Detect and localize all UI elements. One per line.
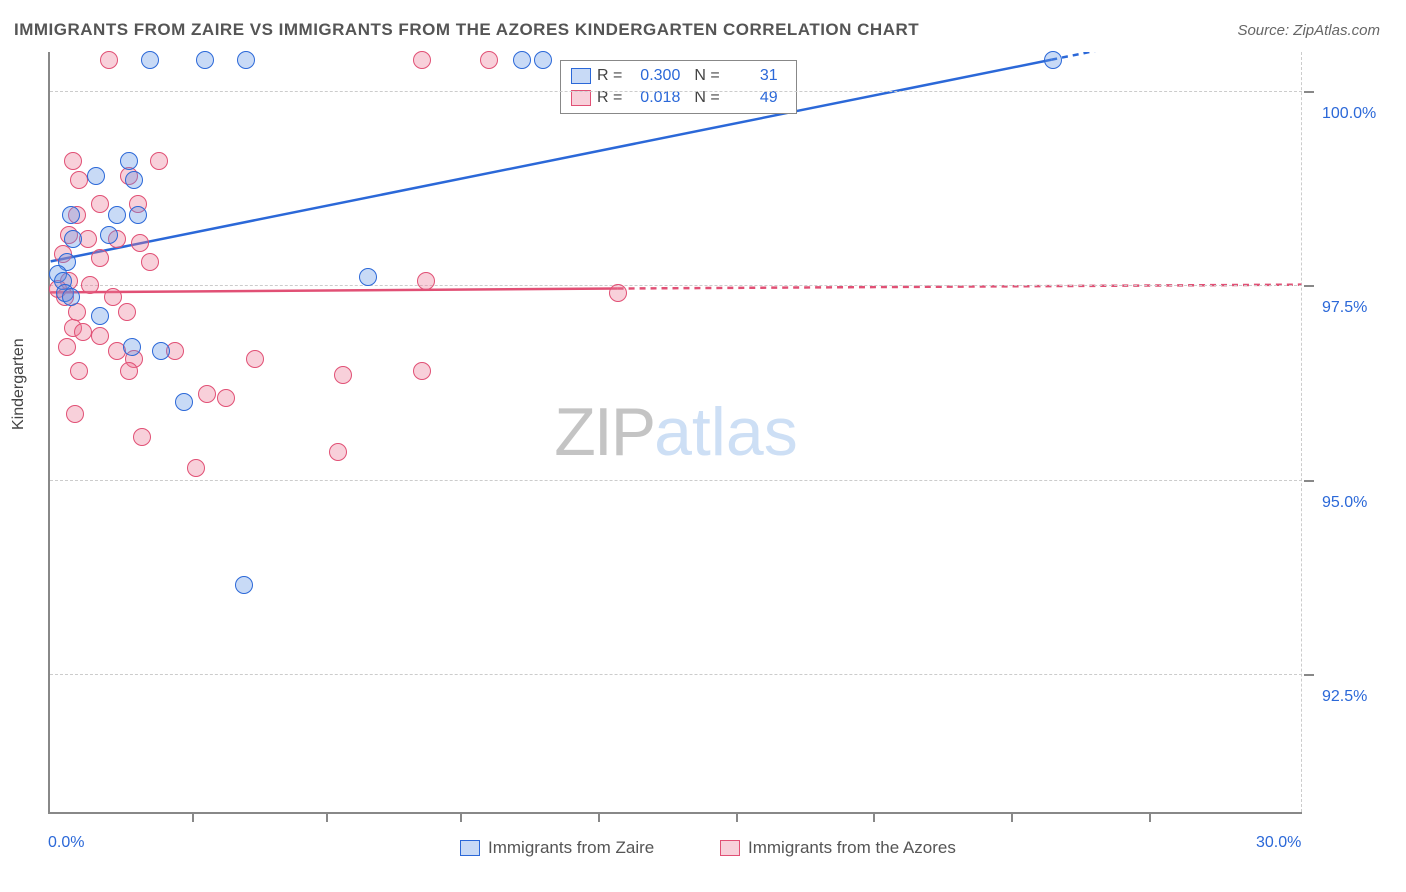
data-point-azores: [217, 389, 235, 407]
data-point-azores: [141, 253, 159, 271]
stats-row-zaire: R = 0.300 N = 31: [571, 65, 786, 87]
data-point-zaire: [175, 393, 193, 411]
data-point-zaire: [62, 288, 80, 306]
data-point-azores: [413, 51, 431, 69]
r-label: R =: [597, 67, 622, 85]
data-point-zaire: [123, 338, 141, 356]
y-axis-label: Kindergarten: [10, 338, 28, 430]
x-tick-label: 0.0%: [48, 834, 84, 852]
data-point-azores: [81, 276, 99, 294]
data-point-zaire: [196, 51, 214, 69]
bottom-legend-zaire: Immigrants from Zaire: [460, 838, 654, 858]
plot-area: ZIPatlas R = 0.300 N = 31 R = 0.018 N = …: [48, 52, 1302, 814]
x-tick: [1011, 812, 1013, 822]
data-point-azores: [329, 443, 347, 461]
data-point-azores: [64, 152, 82, 170]
source-credit: Source: ZipAtlas.com: [1237, 22, 1380, 39]
x-tick: [598, 812, 600, 822]
gridline-h: [50, 480, 1302, 481]
y-tick-label: 95.0%: [1322, 494, 1367, 512]
data-point-zaire: [100, 226, 118, 244]
data-point-azores: [334, 366, 352, 384]
data-point-zaire: [129, 206, 147, 224]
x-tick: [326, 812, 328, 822]
stats-legend: R = 0.300 N = 31 R = 0.018 N = 49: [560, 60, 797, 114]
x-tick: [1149, 812, 1151, 822]
data-point-azores: [187, 459, 205, 477]
watermark-atlas: atlas: [654, 394, 798, 470]
data-point-azores: [100, 51, 118, 69]
data-point-azores: [609, 284, 627, 302]
swatch-zaire: [460, 840, 480, 856]
y-tick: [1304, 91, 1314, 93]
swatch-zaire: [571, 68, 591, 84]
x-tick: [460, 812, 462, 822]
data-point-zaire: [62, 206, 80, 224]
data-point-zaire: [64, 230, 82, 248]
data-point-zaire: [120, 152, 138, 170]
trend-lines-svg: [50, 52, 1302, 812]
bottom-legend-azores: Immigrants from the Azores: [720, 838, 956, 858]
data-point-zaire: [235, 576, 253, 594]
data-point-zaire: [237, 51, 255, 69]
y-tick: [1304, 480, 1314, 482]
plot-right-border: [1301, 52, 1302, 812]
n-value-zaire: 31: [726, 67, 778, 85]
data-point-azores: [120, 362, 138, 380]
data-point-azores: [413, 362, 431, 380]
gridline-h: [50, 674, 1302, 675]
data-point-azores: [198, 385, 216, 403]
n-label: N =: [694, 67, 719, 85]
data-point-zaire: [91, 307, 109, 325]
data-point-zaire: [534, 51, 552, 69]
watermark: ZIPatlas: [554, 393, 797, 471]
data-point-azores: [133, 428, 151, 446]
y-tick-label: 97.5%: [1322, 299, 1367, 317]
x-tick-label: 30.0%: [1256, 834, 1301, 852]
data-point-azores: [104, 288, 122, 306]
data-point-azores: [70, 362, 88, 380]
data-point-zaire: [125, 171, 143, 189]
swatch-azores: [720, 840, 740, 856]
y-tick-label: 92.5%: [1322, 688, 1367, 706]
legend-label-azores: Immigrants from the Azores: [748, 838, 956, 858]
data-point-azores: [118, 303, 136, 321]
y-tick-label: 100.0%: [1322, 105, 1376, 123]
watermark-zip: ZIP: [554, 394, 654, 470]
data-point-zaire: [359, 268, 377, 286]
legend-label-zaire: Immigrants from Zaire: [488, 838, 654, 858]
data-point-zaire: [108, 206, 126, 224]
data-point-zaire: [141, 51, 159, 69]
y-tick: [1304, 674, 1314, 676]
data-point-azores: [91, 249, 109, 267]
data-point-zaire: [87, 167, 105, 185]
data-point-azores: [58, 338, 76, 356]
chart-title: IMMIGRANTS FROM ZAIRE VS IMMIGRANTS FROM…: [14, 20, 919, 40]
swatch-azores: [571, 90, 591, 106]
gridline-h: [50, 285, 1302, 286]
data-point-zaire: [152, 342, 170, 360]
x-tick: [736, 812, 738, 822]
data-point-zaire: [1044, 51, 1062, 69]
data-point-azores: [246, 350, 264, 368]
x-tick: [192, 812, 194, 822]
data-point-azores: [74, 323, 92, 341]
gridline-h: [50, 91, 1302, 92]
data-point-azores: [91, 195, 109, 213]
data-point-azores: [480, 51, 498, 69]
data-point-zaire: [513, 51, 531, 69]
data-point-azores: [131, 234, 149, 252]
data-point-azores: [150, 152, 168, 170]
data-point-azores: [91, 327, 109, 345]
y-tick: [1304, 285, 1314, 287]
data-point-azores: [417, 272, 435, 290]
x-tick: [873, 812, 875, 822]
data-point-azores: [66, 405, 84, 423]
data-point-azores: [70, 171, 88, 189]
r-value-zaire: 0.300: [628, 67, 680, 85]
